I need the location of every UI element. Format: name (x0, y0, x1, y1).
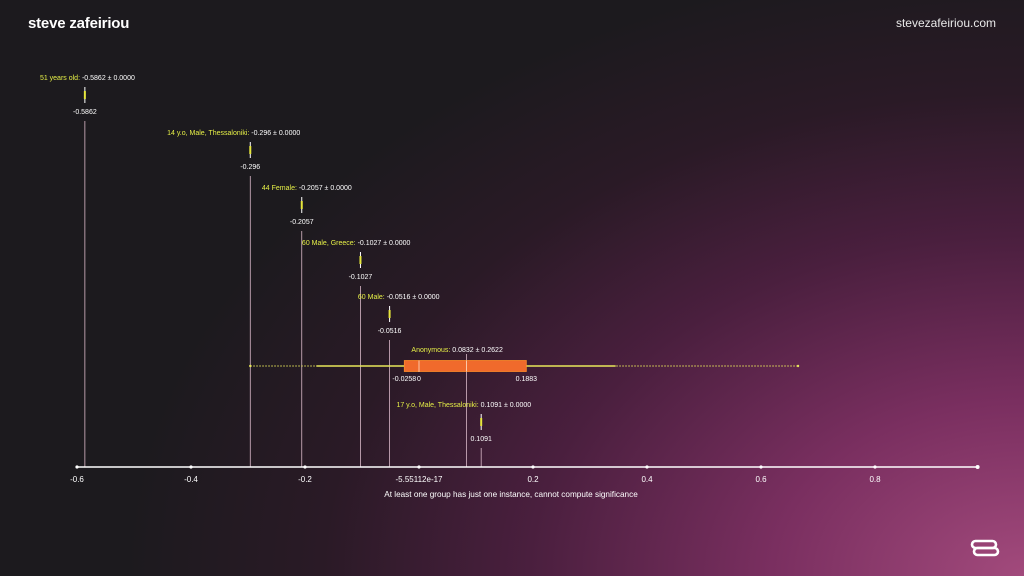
x-tick (189, 465, 193, 469)
iqr-box (403, 360, 527, 372)
group-label: 60 Male: -0.0516 ± 0.0000 (358, 294, 440, 301)
point-value-label: -0.1027 (349, 274, 373, 281)
point-value-label: -0.2057 (290, 219, 314, 226)
group-label: 60 Male, Greece: -0.1027 ± 0.0000 (302, 240, 411, 247)
x-tick-label: -0.4 (184, 475, 198, 484)
range-end-dot (796, 364, 800, 368)
box-label-q3: 0.1883 (516, 376, 538, 383)
x-tick (75, 465, 79, 469)
x-tick-label: -0.6 (70, 475, 84, 484)
group-label: 17 y.o, Male, Thessaloniki: 0.1091 ± 0.0… (396, 402, 531, 409)
box-label-median: 0 (417, 376, 421, 383)
group-label: 44 Female: -0.2057 ± 0.0000 (262, 185, 352, 192)
x-tick (531, 465, 535, 469)
x-tick-label: 0.2 (527, 475, 539, 484)
box-label-q1: -0.0258 (392, 376, 416, 383)
x-tick (873, 465, 877, 469)
x-axis-label: At least one group has just one instance… (384, 490, 638, 499)
x-tick (759, 465, 763, 469)
group-label: Anonymous: 0.0832 ± 0.2622 (411, 347, 503, 354)
site-link[interactable]: stevezafeiriou.com (895, 16, 996, 30)
x-tick (645, 465, 649, 469)
point-value-label: -0.0516 (378, 328, 402, 335)
point-value-label: 0.1091 (470, 436, 492, 443)
x-tick-label: 0.8 (869, 475, 881, 484)
x-tick-label: 0.6 (755, 475, 767, 484)
brand-title: steve zafeiriou (28, 15, 130, 32)
x-tick (417, 465, 421, 469)
x-axis-end-dot (975, 465, 980, 469)
infinity-logo-icon (970, 539, 1000, 562)
point-value-label: -0.296 (240, 164, 260, 171)
x-tick (303, 465, 307, 469)
group-label: 14 y.o, Male, Thessaloniki: -0.296 ± 0.0… (167, 130, 300, 137)
x-tick-label: -5.55112e-17 (396, 475, 444, 484)
point-value-label: -0.5862 (73, 109, 97, 116)
range-end-dot (249, 364, 252, 368)
x-tick-label: -0.2 (298, 475, 312, 484)
x-tick-label: 0.4 (641, 475, 653, 484)
group-label: 51 years old: -0.5862 ± 0.0000 (40, 75, 135, 82)
